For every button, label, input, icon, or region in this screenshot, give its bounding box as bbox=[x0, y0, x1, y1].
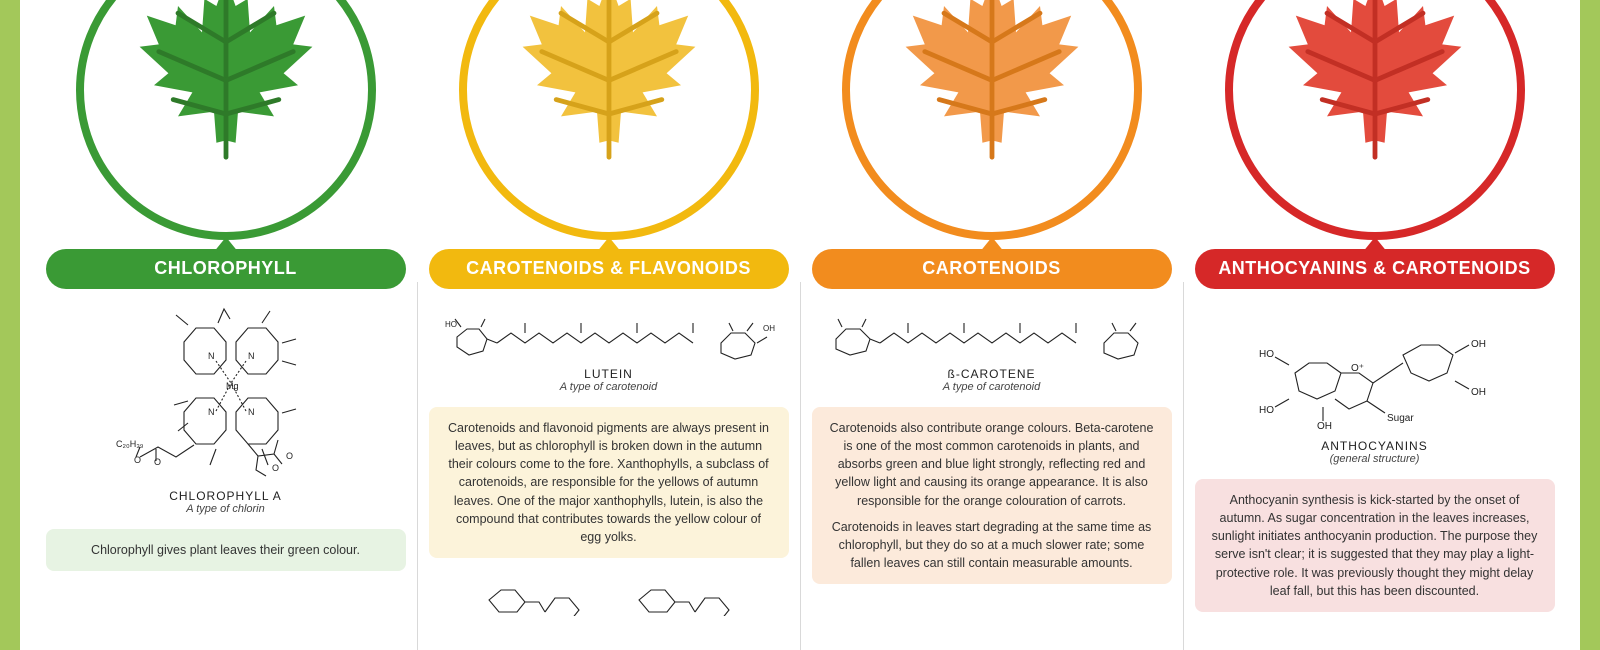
description-box: Carotenoids also contribute orange colou… bbox=[812, 407, 1172, 584]
description-text: Chlorophyll gives plant leaves their gre… bbox=[62, 541, 390, 559]
o-label: O bbox=[286, 451, 293, 461]
oh-label: OH bbox=[1471, 339, 1486, 350]
description-box: Carotenoids and flavonoid pigments are a… bbox=[429, 407, 789, 558]
oh-label: OH bbox=[763, 324, 775, 333]
n-label: N bbox=[248, 351, 255, 361]
description-text: Carotenoids and flavonoid pigments are a… bbox=[445, 419, 773, 546]
molecule-name: LUTEIN bbox=[584, 367, 633, 381]
n-label: N bbox=[248, 407, 255, 417]
leaf-circle bbox=[76, 0, 376, 240]
panel-anthocyanins: ANTHOCYANINS & CAROTENOIDS bbox=[1183, 0, 1566, 650]
maple-leaf-icon bbox=[1255, 0, 1495, 210]
maple-leaf-icon bbox=[872, 0, 1112, 210]
description-box: Chlorophyll gives plant leaves their gre… bbox=[46, 529, 406, 571]
panel-title: CHLOROPHYLL bbox=[154, 258, 297, 278]
oh-label: HO bbox=[1259, 405, 1274, 416]
oh-label: OH bbox=[1317, 421, 1332, 432]
oh-label: HO bbox=[445, 320, 457, 329]
n-label: N bbox=[208, 351, 215, 361]
leaf-circle bbox=[459, 0, 759, 240]
description-box: Anthocyanin synthesis is kick-started by… bbox=[1195, 479, 1555, 612]
phytyl-label: C₂₀H₃₉ bbox=[116, 439, 144, 449]
molecule-diagram: HO HO OH OH OH O⁺ Sugar ANTHOCYANINS (ge… bbox=[1193, 303, 1556, 465]
sugar-label: Sugar bbox=[1387, 413, 1414, 424]
panel-title: ANTHOCYANINS & CAROTENOIDS bbox=[1218, 258, 1530, 278]
molecule-name: CHLOROPHYLL A bbox=[169, 489, 282, 503]
molecule-subtitle: (general structure) bbox=[1330, 453, 1420, 465]
secondary-molecule-diagram bbox=[427, 570, 790, 616]
maple-leaf-icon bbox=[489, 0, 729, 210]
oh-label: HO bbox=[1259, 349, 1274, 360]
panel-title: CAROTENOIDS & FLAVONOIDS bbox=[466, 258, 751, 278]
n-label: N bbox=[208, 407, 215, 417]
description-text: Carotenoids also contribute orange colou… bbox=[828, 419, 1156, 510]
panel-title: CAROTENOIDS bbox=[922, 258, 1061, 278]
molecule-subtitle: A type of chlorin bbox=[186, 503, 264, 515]
panel-title-pill: CAROTENOIDS bbox=[812, 249, 1172, 289]
molecule-diagram: ß-CAROTENE A type of carotenoid bbox=[810, 303, 1173, 393]
molecule-subtitle: A type of carotenoid bbox=[943, 381, 1040, 393]
o-label: O bbox=[134, 455, 141, 465]
o-label: O bbox=[154, 457, 161, 467]
description-text-2: Carotenoids in leaves start degrading at… bbox=[828, 518, 1156, 572]
molecule-name: ß-CAROTENE bbox=[948, 367, 1036, 381]
panel-carotenoids-flavonoids: CAROTENOIDS & FLAVONOIDS HO OH bbox=[417, 0, 800, 650]
infographic-canvas: CHLOROPHYLL bbox=[20, 0, 1580, 650]
molecule-subtitle: A type of carotenoid bbox=[560, 381, 657, 393]
maple-leaf-icon bbox=[106, 0, 346, 210]
panel-carotenoids: CAROTENOIDS ß-CAROTENE A type of caroten… bbox=[800, 0, 1183, 650]
leaf-circle bbox=[842, 0, 1142, 240]
mg-label: Mg bbox=[226, 381, 239, 391]
molecule-diagram: Mg N N N N C₂₀H₃₉ O O O O CHLOROPHYLL A … bbox=[44, 303, 407, 515]
panel-title-pill: ANTHOCYANINS & CAROTENOIDS bbox=[1195, 249, 1555, 289]
panel-chlorophyll: CHLOROPHYLL bbox=[34, 0, 417, 650]
o-label: O bbox=[272, 463, 279, 473]
panel-title-pill: CAROTENOIDS & FLAVONOIDS bbox=[429, 249, 789, 289]
leaf-circle bbox=[1225, 0, 1525, 240]
oh-label: OH bbox=[1471, 387, 1486, 398]
description-text: Anthocyanin synthesis is kick-started by… bbox=[1211, 491, 1539, 600]
molecule-name: ANTHOCYANINS bbox=[1321, 439, 1427, 453]
o-plus-label: O⁺ bbox=[1351, 363, 1364, 374]
panel-title-pill: CHLOROPHYLL bbox=[46, 249, 406, 289]
molecule-diagram: HO OH LUTEIN A type of carotenoid bbox=[427, 303, 790, 393]
